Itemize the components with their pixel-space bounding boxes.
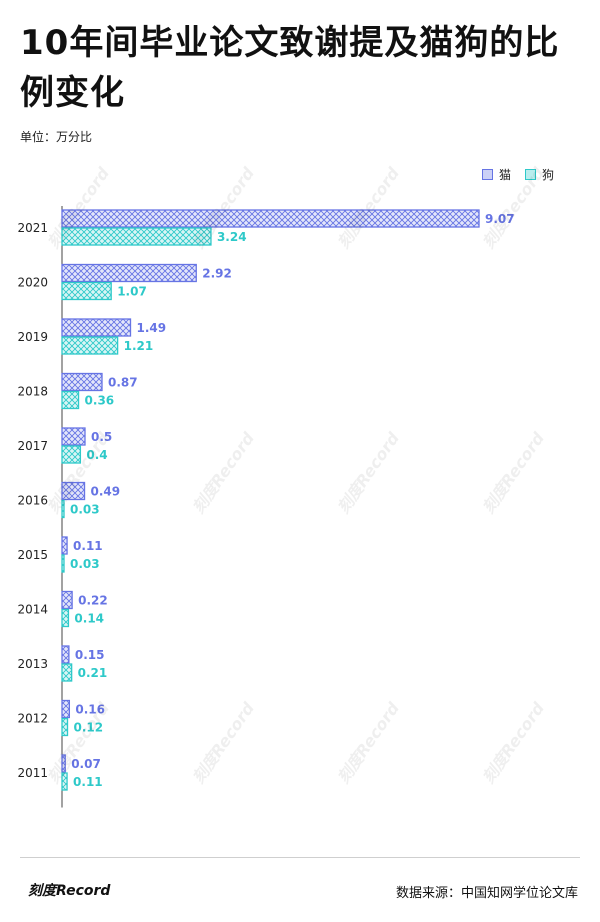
bar-cat bbox=[61, 754, 66, 773]
category-label: 2014 bbox=[17, 603, 48, 617]
bar-dog bbox=[61, 390, 80, 410]
data-label-cat: 2.92 bbox=[202, 267, 232, 281]
bar-cat bbox=[61, 590, 73, 610]
category-label: 2016 bbox=[17, 494, 48, 508]
chart-title: 10年间毕业论文致谢提及猫狗的比例变化 bbox=[20, 23, 560, 113]
data-label-dog: 0.03 bbox=[70, 557, 100, 571]
bar-cat bbox=[61, 481, 86, 501]
bar-cat bbox=[61, 699, 71, 719]
data-label-cat: 0.49 bbox=[91, 485, 121, 499]
category-label: 2020 bbox=[17, 276, 48, 290]
data-label-cat: 0.07 bbox=[71, 757, 101, 771]
category-label: 2015 bbox=[17, 548, 48, 562]
data-label-cat: 9.07 bbox=[485, 212, 515, 226]
bar-dog bbox=[61, 608, 70, 628]
data-label-dog: 1.07 bbox=[117, 285, 147, 299]
category-label: 2011 bbox=[17, 766, 48, 780]
category-label: 2012 bbox=[17, 712, 48, 726]
data-label-dog: 1.21 bbox=[124, 339, 154, 353]
data-label-dog: 0.36 bbox=[85, 394, 115, 408]
data-label-dog: 0.21 bbox=[78, 666, 108, 680]
bar-cat bbox=[61, 536, 68, 555]
footer-divider bbox=[20, 857, 580, 858]
legend: 猫 狗 bbox=[481, 166, 554, 183]
legend-label-cat: 猫 bbox=[498, 168, 511, 182]
brand-logo: 刻度Record bbox=[28, 883, 111, 899]
bar-cat bbox=[61, 318, 132, 337]
legend-item-cat: 猫 bbox=[481, 166, 511, 183]
bar-dog bbox=[61, 227, 212, 246]
bar-dog bbox=[61, 499, 65, 519]
bar-cat bbox=[61, 372, 103, 392]
data-source: 数据来源：中国知网学位论文库 bbox=[395, 886, 578, 901]
bar-cat bbox=[61, 263, 197, 283]
legend-item-dog: 狗 bbox=[524, 166, 554, 183]
category-label: 2013 bbox=[17, 657, 48, 671]
bar-dog bbox=[61, 772, 68, 791]
data-label-cat: 0.87 bbox=[108, 376, 138, 390]
data-label-cat: 0.5 bbox=[91, 430, 112, 444]
data-label-dog: 0.14 bbox=[74, 612, 104, 626]
data-label-dog: 0.03 bbox=[70, 503, 100, 517]
category-label: 2018 bbox=[17, 385, 48, 399]
data-label-cat: 0.16 bbox=[75, 703, 105, 717]
bar-dog bbox=[61, 717, 69, 737]
category-label: 2019 bbox=[17, 330, 48, 344]
bar-dog bbox=[61, 554, 65, 573]
bar-chart: 2021 9.07 3.24 2020 2.92 1.07 2019 1.49 1.21 2018… bbox=[17, 206, 515, 808]
bar-cat bbox=[61, 427, 86, 446]
data-label-dog: 0.12 bbox=[74, 721, 104, 735]
data-label-cat: 0.22 bbox=[78, 594, 108, 608]
category-label: 2021 bbox=[17, 221, 48, 235]
category-label: 2017 bbox=[17, 439, 48, 453]
data-label-cat: 0.15 bbox=[75, 648, 105, 662]
bar-dog bbox=[61, 281, 112, 301]
bar-cat bbox=[61, 209, 480, 228]
unit-label: 单位：万分比 bbox=[20, 130, 93, 144]
legend-swatch-cat bbox=[481, 169, 493, 180]
data-label-cat: 1.49 bbox=[137, 321, 167, 335]
bar-dog bbox=[61, 663, 73, 682]
data-label-cat: 0.11 bbox=[73, 539, 103, 553]
legend-swatch-dog bbox=[524, 169, 536, 180]
bar-dog bbox=[61, 445, 82, 464]
bar-cat bbox=[61, 645, 70, 664]
data-label-dog: 0.4 bbox=[86, 448, 107, 462]
data-label-dog: 3.24 bbox=[217, 230, 247, 244]
data-label-dog: 0.11 bbox=[73, 775, 103, 789]
legend-label-dog: 狗 bbox=[541, 168, 554, 182]
bar-dog bbox=[61, 336, 119, 355]
